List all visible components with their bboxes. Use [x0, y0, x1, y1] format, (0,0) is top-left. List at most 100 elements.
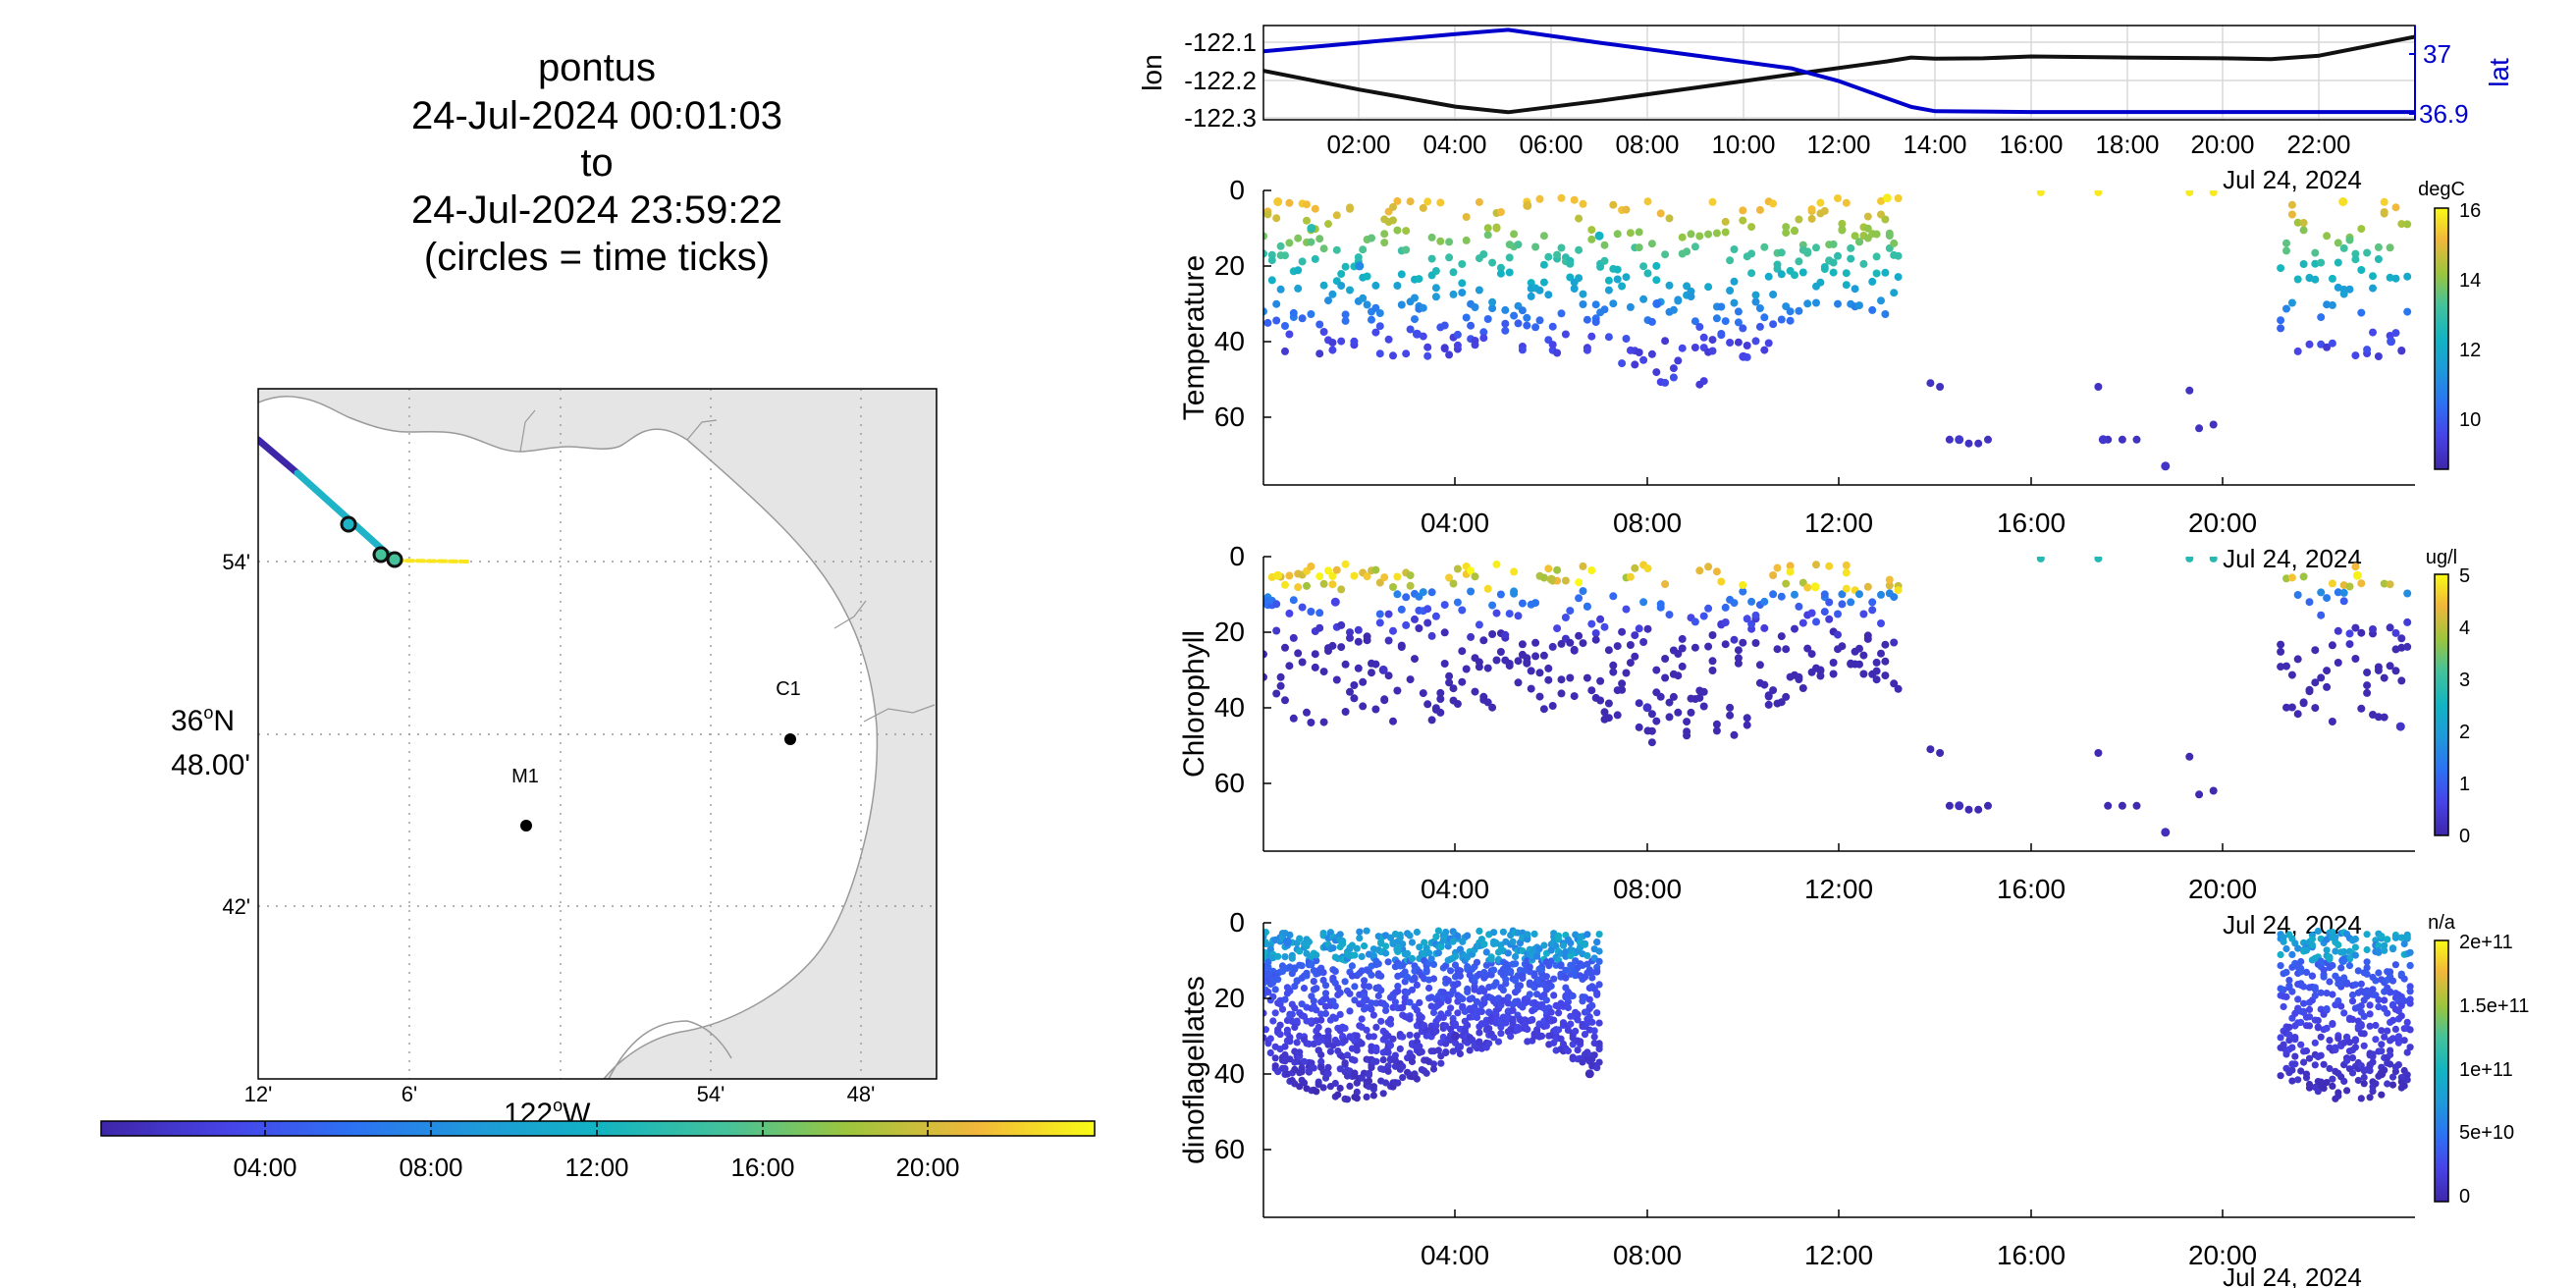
data-point [2387, 988, 2394, 995]
data-point [1454, 1009, 1462, 1017]
data-point [1464, 985, 1472, 993]
data-point [2323, 1024, 2331, 1032]
data-point [1514, 612, 1523, 620]
data-point [1704, 642, 1713, 651]
data-point [2323, 936, 2331, 943]
data-point [1263, 1026, 1269, 1034]
data-point [2280, 934, 2287, 941]
data-point [1411, 315, 1419, 324]
data-point [1656, 692, 1665, 701]
data-point [2094, 557, 2103, 563]
data-point [1303, 708, 1311, 717]
data-point [2345, 955, 2354, 963]
data-point [1678, 662, 1687, 671]
data-point [1427, 588, 1436, 597]
data-point [1479, 334, 1488, 343]
data-point [2340, 1039, 2348, 1046]
data-point [2360, 1012, 2368, 1020]
data-point [1595, 947, 1603, 955]
data-point [1588, 974, 1596, 982]
data-point [2104, 801, 2113, 810]
data-point [2320, 966, 2328, 974]
data-point [1734, 659, 1743, 668]
data-point [1346, 1007, 1354, 1015]
data-point [1488, 630, 1497, 638]
lat-series-line [1263, 27, 2415, 115]
data-point [1894, 194, 1903, 202]
data-point [1712, 229, 1721, 238]
data-point [2375, 995, 2383, 1004]
data-point [2381, 996, 2388, 1004]
data-point [1429, 975, 1438, 983]
data-point [1695, 323, 1704, 331]
data-point [1639, 262, 1648, 271]
data-point [1432, 1027, 1440, 1035]
data-point [1346, 286, 1354, 295]
data-point [2277, 640, 2285, 649]
data-point [2326, 1037, 2334, 1045]
data-point [1311, 204, 1319, 213]
chlorophyll-scatter [1263, 557, 2412, 837]
data-point [2403, 1048, 2411, 1056]
data-point [1652, 666, 1661, 674]
data-point [2287, 703, 2296, 712]
data-point [1786, 567, 1795, 576]
data-point [1298, 1064, 1306, 1072]
data-point [1566, 638, 1575, 647]
data-point [2406, 1044, 2414, 1051]
data-point [1313, 957, 1320, 965]
data-point [2378, 1047, 2386, 1055]
data-point [1812, 298, 1820, 307]
data-point [1264, 963, 1272, 971]
data-point [1526, 963, 1533, 971]
data-point [1739, 216, 1747, 225]
data-point [1281, 251, 1289, 260]
data-point [1881, 657, 1890, 666]
data-point [1755, 304, 1764, 312]
data-point [2285, 1023, 2293, 1031]
data-point [2388, 1035, 2397, 1043]
data-point [1548, 702, 1557, 710]
data-point [1288, 1010, 1296, 1018]
data-point [2323, 300, 2332, 309]
data-point [1351, 1056, 1359, 1064]
data-point [2185, 557, 2194, 563]
data-point [1755, 205, 1764, 214]
data-point [2372, 1036, 2380, 1044]
data-point [2381, 1033, 2388, 1041]
data-point [1647, 738, 1656, 747]
data-point [2406, 948, 2414, 956]
data-point [1300, 1079, 1309, 1087]
data-point [1386, 1042, 1395, 1049]
data-point [1585, 1013, 1593, 1021]
data-point [1466, 1046, 1474, 1054]
data-point [1369, 1083, 1377, 1091]
data-point [1315, 235, 1324, 243]
data-point [1596, 615, 1605, 623]
data-point [1406, 932, 1414, 939]
data-point [1803, 248, 1812, 257]
data-point [2397, 634, 2406, 643]
temperature-colorbar: degC 16 14 12 10 [2418, 179, 2481, 470]
data-point [1317, 1050, 1325, 1059]
data-point [2293, 710, 2302, 719]
lon-tick: -122.1 [1184, 27, 1257, 57]
data-point [2329, 1020, 2336, 1028]
data-point [2302, 1046, 2311, 1055]
time-colorbar: 04:00 08:00 12:00 16:00 20:00 [100, 1120, 1096, 1182]
data-point [1413, 1075, 1421, 1083]
data-point [1393, 226, 1402, 235]
data-point [1359, 677, 1368, 686]
data-point [1587, 226, 1596, 235]
data-point [1315, 1023, 1322, 1031]
data-point [2386, 243, 2394, 252]
data-point [2363, 964, 2371, 972]
data-point [1890, 289, 1899, 297]
data-point [2406, 988, 2414, 995]
dinoflagellates-y-tick: 40 [1214, 1058, 1245, 1089]
data-point [1365, 983, 1373, 991]
data-point [2293, 591, 2302, 599]
data-point [2328, 579, 2336, 588]
data-point [1480, 988, 1488, 995]
data-point [1574, 1016, 1582, 1024]
